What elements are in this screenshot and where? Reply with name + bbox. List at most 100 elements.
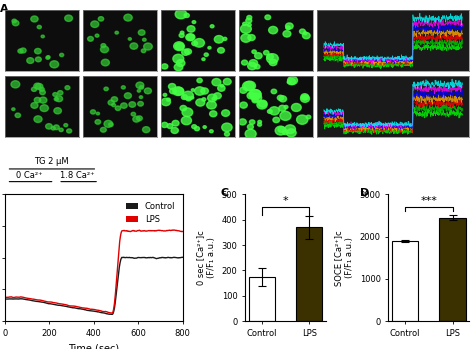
Circle shape [104,120,113,127]
Circle shape [171,127,178,133]
Circle shape [265,15,271,20]
Circle shape [283,130,288,135]
Circle shape [180,31,184,34]
Circle shape [100,46,109,53]
Circle shape [283,31,291,37]
Circle shape [124,14,132,21]
Circle shape [280,111,291,120]
Circle shape [275,126,286,135]
Circle shape [186,97,191,101]
Control [180,255,185,259]
Bar [392,241,418,321]
Circle shape [207,101,216,109]
LPS [80,306,86,310]
Circle shape [301,95,310,102]
Circle shape [303,32,307,35]
Circle shape [115,31,118,34]
Circle shape [120,103,127,108]
Bar [296,227,322,321]
Circle shape [65,86,70,90]
Circle shape [173,42,184,51]
Circle shape [277,95,283,100]
Circle shape [192,125,197,129]
Circle shape [264,51,269,55]
Circle shape [258,120,262,124]
Circle shape [139,96,143,98]
Circle shape [95,120,100,124]
Circle shape [36,83,43,90]
Circle shape [57,91,63,95]
Circle shape [109,123,113,126]
Circle shape [27,58,34,64]
Circle shape [244,81,255,90]
Circle shape [223,79,231,85]
Circle shape [191,96,194,99]
Circle shape [130,43,138,49]
Circle shape [212,79,221,86]
Text: 1.8 Ca²⁺: 1.8 Ca²⁺ [60,171,95,180]
LPS [144,229,150,233]
Circle shape [98,17,104,21]
LPS [20,295,26,299]
Circle shape [35,49,41,54]
Circle shape [300,29,305,34]
Circle shape [204,53,208,57]
Circle shape [257,101,267,109]
Circle shape [139,86,144,89]
Circle shape [246,18,252,23]
Circle shape [20,48,26,53]
Circle shape [223,37,227,40]
Circle shape [292,103,301,111]
Circle shape [95,34,99,37]
Circle shape [39,87,44,91]
X-axis label: Time (sec): Time (sec) [68,343,119,349]
Circle shape [12,19,17,23]
Circle shape [269,27,278,34]
Circle shape [115,106,121,111]
Circle shape [39,97,47,103]
Bar [439,217,465,321]
Circle shape [91,21,99,28]
Circle shape [175,9,187,19]
Circle shape [128,38,131,40]
Circle shape [202,58,205,60]
Line: LPS: LPS [5,230,183,313]
Circle shape [214,36,223,43]
Circle shape [196,99,205,106]
Circle shape [46,56,50,59]
Circle shape [249,90,261,99]
LPS [171,228,177,232]
Circle shape [247,124,254,129]
Circle shape [54,97,58,101]
Circle shape [60,53,64,57]
LPS [109,311,115,315]
Circle shape [182,95,187,99]
Circle shape [266,54,278,63]
Circle shape [101,59,109,66]
Circle shape [104,87,108,91]
Circle shape [192,21,196,23]
Circle shape [258,100,267,107]
Circle shape [241,34,251,42]
Circle shape [250,90,261,99]
Circle shape [34,116,42,122]
Circle shape [286,26,290,30]
Circle shape [187,34,195,40]
Circle shape [267,54,273,59]
Circle shape [245,129,256,139]
Circle shape [252,94,262,102]
Circle shape [201,88,209,94]
Circle shape [285,125,295,134]
Circle shape [36,57,41,62]
Circle shape [172,120,179,126]
Circle shape [273,117,280,122]
Circle shape [64,124,68,127]
Circle shape [247,92,255,99]
Circle shape [239,119,246,125]
Circle shape [269,107,279,115]
Control [74,306,80,311]
Circle shape [55,96,63,102]
Circle shape [208,46,211,49]
Circle shape [51,127,55,130]
Circle shape [255,64,260,69]
